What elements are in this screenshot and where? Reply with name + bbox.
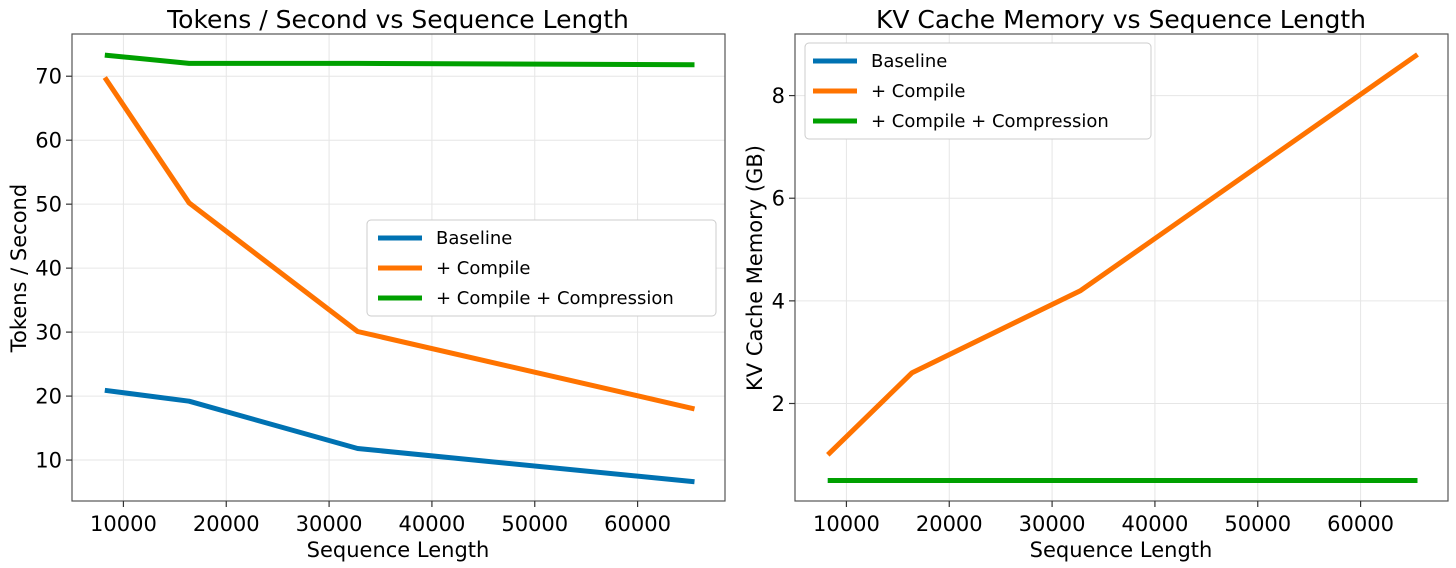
legend: Baseline + Compile + Compile + Compressi…: [366, 219, 717, 317]
x-tick-label: 10000: [90, 512, 157, 536]
x-tick-label: 50000: [501, 512, 568, 536]
y-tick-label: 2: [772, 392, 785, 416]
x-tick-label: 40000: [1122, 512, 1189, 536]
x-tick-label: 30000: [296, 512, 363, 536]
y-axis-label: Tokens / Second: [7, 184, 31, 353]
y-tick-label: 70: [35, 65, 62, 89]
legend-label-baseline: Baseline: [436, 228, 512, 249]
y-tick-label: 10: [35, 449, 62, 473]
y-tick-label: 8: [772, 84, 785, 108]
x-ticks: 10000 20000 30000 40000 50000 60000: [813, 501, 1394, 536]
x-tick-label: 20000: [916, 512, 983, 536]
x-tick-label: 40000: [399, 512, 466, 536]
y-tick-label: 6: [772, 187, 785, 211]
y-ticks: 10 20 30 40 50 60 70: [35, 65, 72, 473]
y-tick-label: 50: [35, 193, 62, 217]
chart-kv-cache-memory: KV Cache Memory vs Sequence Length Seque…: [743, 5, 1449, 562]
series-line-compile: [102, 76, 696, 412]
y-tick-label: 4: [772, 289, 785, 313]
chart-title: KV Cache Memory vs Sequence Length: [876, 5, 1366, 34]
legend-label-compile: + Compile: [436, 258, 530, 279]
x-axis-label: Sequence Length: [307, 538, 490, 562]
legend-box: [366, 219, 717, 317]
chart-title: Tokens / Second vs Sequence Length: [166, 5, 629, 34]
x-tick-label: 20000: [193, 512, 260, 536]
y-tick-label: 40: [35, 257, 62, 281]
y-axis-label: KV Cache Memory (GB): [743, 145, 767, 391]
series-line-compile: [826, 52, 1419, 457]
legend-label-compile-compression: + Compile + Compression: [436, 288, 674, 309]
x-tick-label: 30000: [1019, 512, 1086, 536]
x-tick-label: 60000: [1327, 512, 1394, 536]
legend-label-compile-compression: + Compile + Compression: [871, 111, 1109, 132]
series-line-compile-compression: [104, 52, 695, 68]
x-tick-label: 10000: [813, 512, 880, 536]
x-tick-label: 50000: [1224, 512, 1291, 536]
plot-frame: [794, 33, 1449, 502]
legend-box: [804, 42, 1152, 140]
x-ticks: 10000 20000 30000 40000 50000 60000: [90, 501, 671, 536]
y-ticks: 2 4 6 8: [772, 84, 795, 416]
y-tick-label: 30: [35, 321, 62, 345]
series-lines: [102, 52, 696, 485]
y-tick-label: 60: [35, 129, 62, 153]
plot-frame: [71, 33, 726, 502]
chart-tokens-per-second: Tokens / Second vs Sequence Length Seque…: [7, 5, 726, 562]
legend-label-compile: + Compile: [871, 81, 965, 102]
x-axis-label: Sequence Length: [1030, 538, 1213, 562]
legend: Baseline + Compile + Compile + Compressi…: [804, 42, 1152, 140]
series-line-baseline: [104, 387, 695, 485]
series-lines: [826, 52, 1419, 483]
legend-label-baseline: Baseline: [871, 51, 947, 72]
y-tick-label: 20: [35, 385, 62, 409]
x-tick-label: 60000: [604, 512, 671, 536]
